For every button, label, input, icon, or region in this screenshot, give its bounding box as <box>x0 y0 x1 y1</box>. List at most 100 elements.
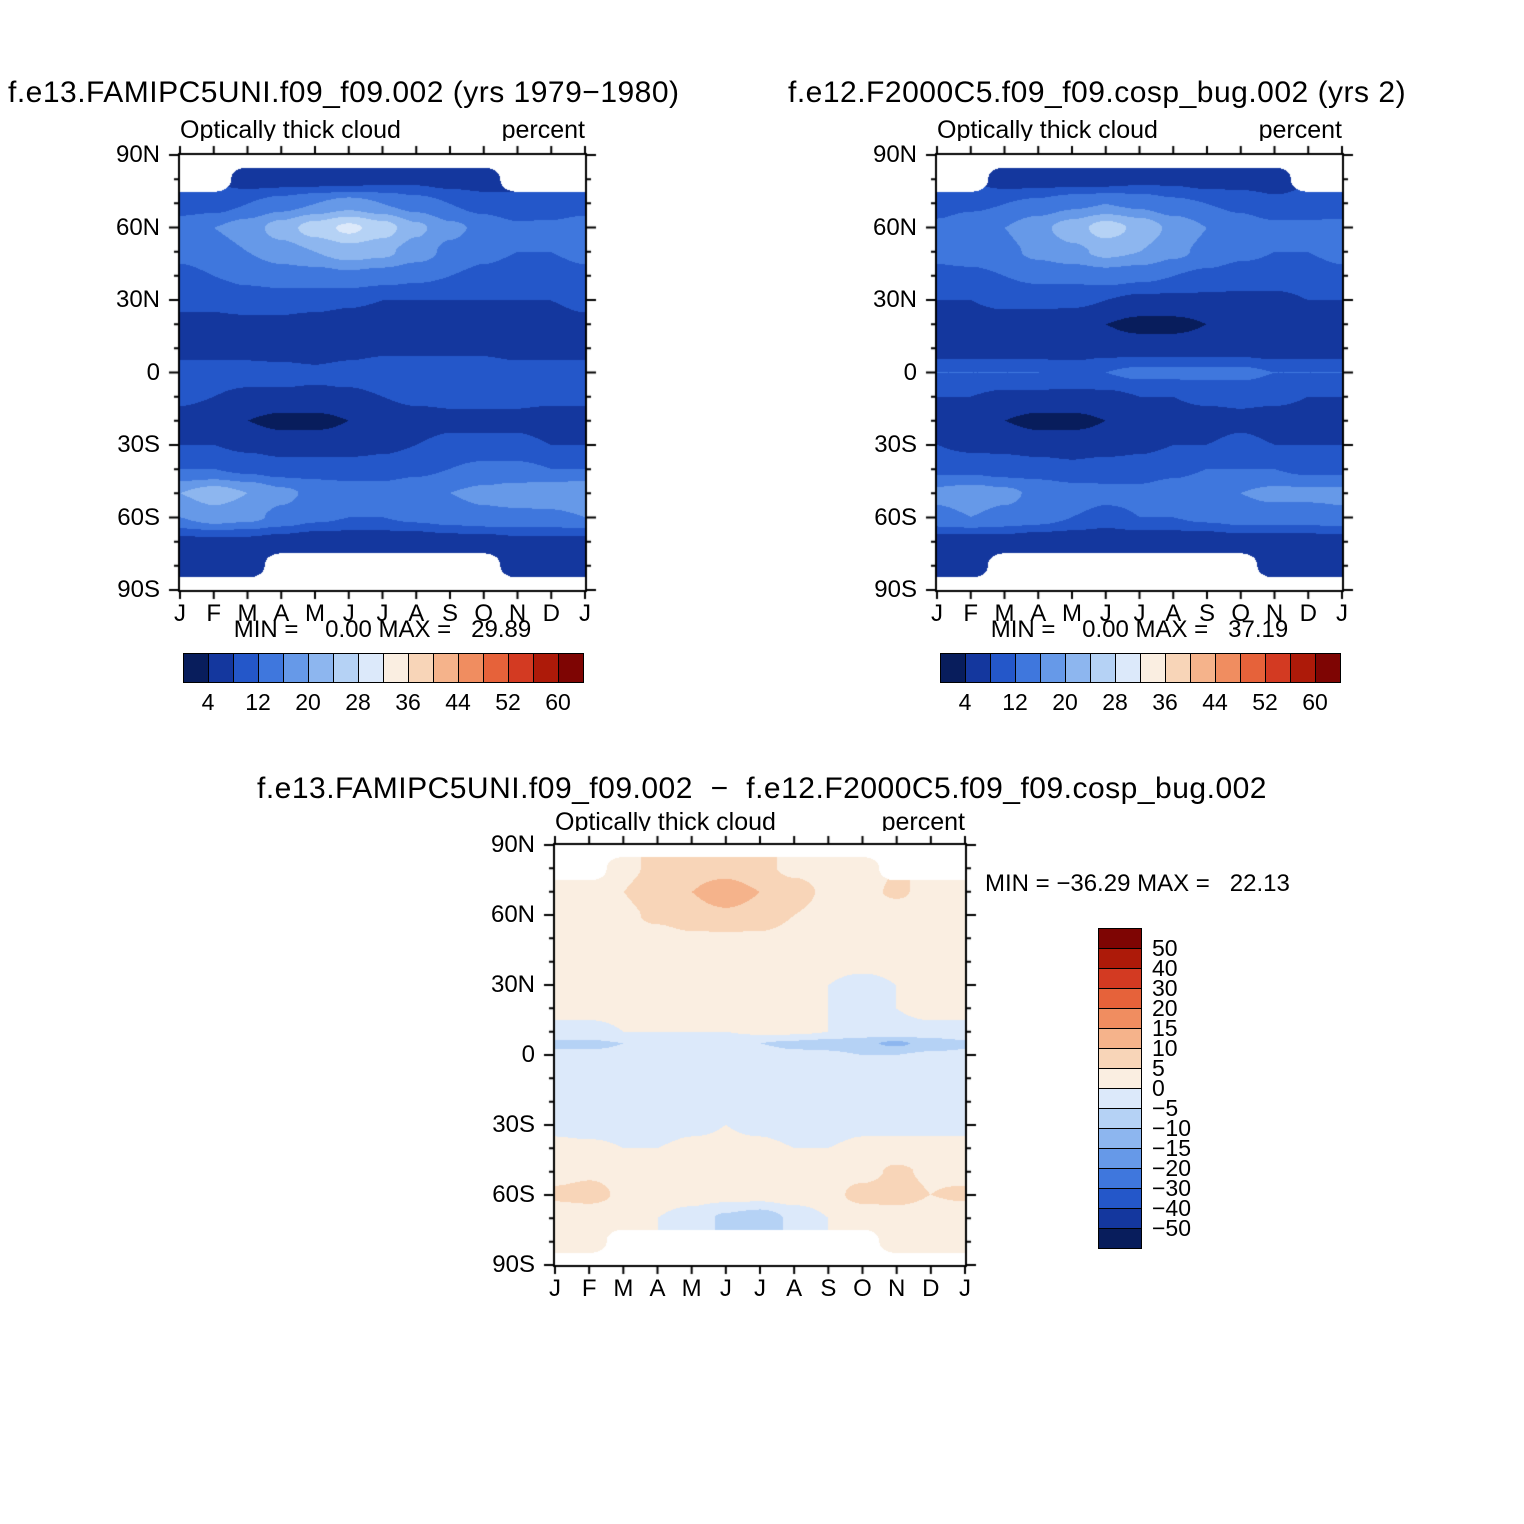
x-axis-label: D <box>1299 600 1317 627</box>
colorbar-cell <box>990 653 1016 683</box>
colorbar-cell <box>258 653 284 683</box>
x-axis-label: J <box>376 600 389 627</box>
y-axis-label: 0 <box>146 358 160 386</box>
colorbar-cell <box>308 653 334 683</box>
colorbar-tick-label: −20 <box>1152 1155 1192 1181</box>
colorbar-cell <box>1098 1208 1142 1229</box>
colorbar-tick-label: 30 <box>1152 975 1178 1001</box>
colorbar-cell <box>1098 928 1142 949</box>
x-axis-label: O <box>474 600 494 627</box>
colorbar-tick-label: 20 <box>1152 995 1178 1021</box>
y-axis-label: 90S <box>874 576 917 603</box>
colorbar-tick-label: 20 <box>295 689 321 715</box>
y-axis-label: 30N <box>872 286 917 313</box>
panel2-variable-label: Optically thick cloud <box>937 116 1158 144</box>
colorbar-cell <box>1090 653 1116 683</box>
colorbar-cell <box>1098 1108 1142 1129</box>
x-axis-label: N <box>1265 600 1284 627</box>
x-axis-label: F <box>963 600 979 627</box>
colorbar-cell <box>1098 1008 1142 1029</box>
colorbar-cell <box>1015 653 1041 683</box>
y-axis-label: 90S <box>117 576 160 603</box>
colorbar-cell <box>1265 653 1291 683</box>
y-axis-label: 90N <box>490 831 535 858</box>
x-axis-label: F <box>206 600 222 627</box>
colorbar-tick-label: −15 <box>1152 1135 1192 1161</box>
x-axis-label: A <box>649 1275 666 1302</box>
colorbar-cell <box>940 653 966 683</box>
colorbar-tick-label: 44 <box>1202 689 1228 715</box>
y-axis-label: 60N <box>872 213 917 241</box>
x-axis-label: M <box>237 600 258 627</box>
panel2-title: f.e12.F2000C5.f09_f09.cosp_bug.002 (yrs … <box>788 76 1407 109</box>
panel1-minmax: MIN = 0.00 MAX = 29.89 <box>233 616 532 643</box>
x-axis-label: J <box>174 600 186 627</box>
colorbar-cell <box>1240 653 1266 683</box>
colorbar-cell <box>1098 1188 1142 1209</box>
x-axis-label: M <box>305 600 325 627</box>
y-axis-label: 90N <box>872 141 917 168</box>
colorbar-cell <box>1098 1148 1142 1169</box>
y-axis-label: 30S <box>874 431 917 458</box>
x-axis-label: J <box>549 1275 561 1302</box>
colorbar-cell <box>1098 1228 1142 1249</box>
x-axis-label: F <box>581 1275 597 1302</box>
colorbar-cell <box>333 653 359 683</box>
colorbar-tick-label: 0 <box>1152 1075 1165 1101</box>
colorbar-cell <box>208 653 234 683</box>
x-axis-label: A <box>273 600 290 627</box>
panel1-variable-label: Optically thick cloud <box>180 116 401 144</box>
y-axis-label: 0 <box>903 358 917 386</box>
y-axis-label: 0 <box>521 1041 535 1068</box>
colorbar-cell <box>1315 653 1341 683</box>
x-axis-label: D <box>542 600 560 627</box>
colorbar-tick-label: 28 <box>1102 689 1128 715</box>
colorbar-cell <box>1098 1048 1142 1069</box>
x-axis-label: J <box>579 600 591 627</box>
panel3-title: f.e13.FAMIPC5UNI.f09_f09.002 − f.e12.F20… <box>257 772 1267 805</box>
colorbar-cell <box>1140 653 1166 683</box>
panel2-minmax: MIN = 0.00 MAX = 37.19 <box>990 616 1289 643</box>
colorbar-cell <box>1065 653 1091 683</box>
x-axis-label: A <box>786 1275 803 1302</box>
colorbar-cell <box>1098 968 1142 989</box>
y-axis-label: 30N <box>490 971 535 998</box>
colorbar-cell <box>533 653 559 683</box>
colorbar-cell <box>508 653 534 683</box>
colorbar-tick-label: 36 <box>395 689 421 715</box>
y-axis-label: 90N <box>115 141 160 168</box>
colorbar <box>1098 928 1142 1249</box>
panel3-minmax: MIN = −36.29 MAX = 22.13 <box>985 870 1290 897</box>
colorbar-cell <box>1098 1028 1142 1049</box>
y-axis-label: 60S <box>874 503 917 531</box>
panel1-units-label: percent <box>501 116 585 144</box>
x-axis-label: A <box>1030 600 1047 627</box>
x-axis-label: A <box>408 600 425 627</box>
colorbar-tick-label: 52 <box>1252 689 1278 715</box>
x-axis-label: M <box>613 1275 634 1302</box>
x-axis-label: O <box>1231 600 1251 627</box>
panel1-title: f.e13.FAMIPC5UNI.f09_f09.002 (yrs 1979−1… <box>8 76 680 109</box>
colorbar-tick-label: 12 <box>245 689 271 715</box>
colorbar-tick-label: 28 <box>345 689 371 715</box>
colorbar-tick-label: 40 <box>1152 955 1178 981</box>
x-axis-label: S <box>441 600 458 627</box>
colorbar-cell <box>433 653 459 683</box>
colorbar-tick-label: −40 <box>1152 1195 1192 1221</box>
colorbar-cell <box>233 653 259 683</box>
colorbar-tick-label: 15 <box>1152 1015 1178 1041</box>
y-axis-label: 60N <box>490 901 535 928</box>
panel1-subtitle: Optically thick cloud percent <box>180 116 585 145</box>
colorbar-cell <box>358 653 384 683</box>
x-axis-label: N <box>887 1275 906 1302</box>
y-axis-label: 30S <box>492 1111 535 1138</box>
colorbar-cell <box>558 653 584 683</box>
colorbar-cell <box>1290 653 1316 683</box>
colorbar-tick-label: 10 <box>1152 1035 1178 1061</box>
x-axis-label: O <box>853 1275 872 1302</box>
x-axis-label: D <box>922 1275 940 1302</box>
panel1-contour-plot <box>166 141 599 604</box>
x-axis-label: S <box>1198 600 1215 627</box>
y-axis-label: 60N <box>115 213 160 241</box>
